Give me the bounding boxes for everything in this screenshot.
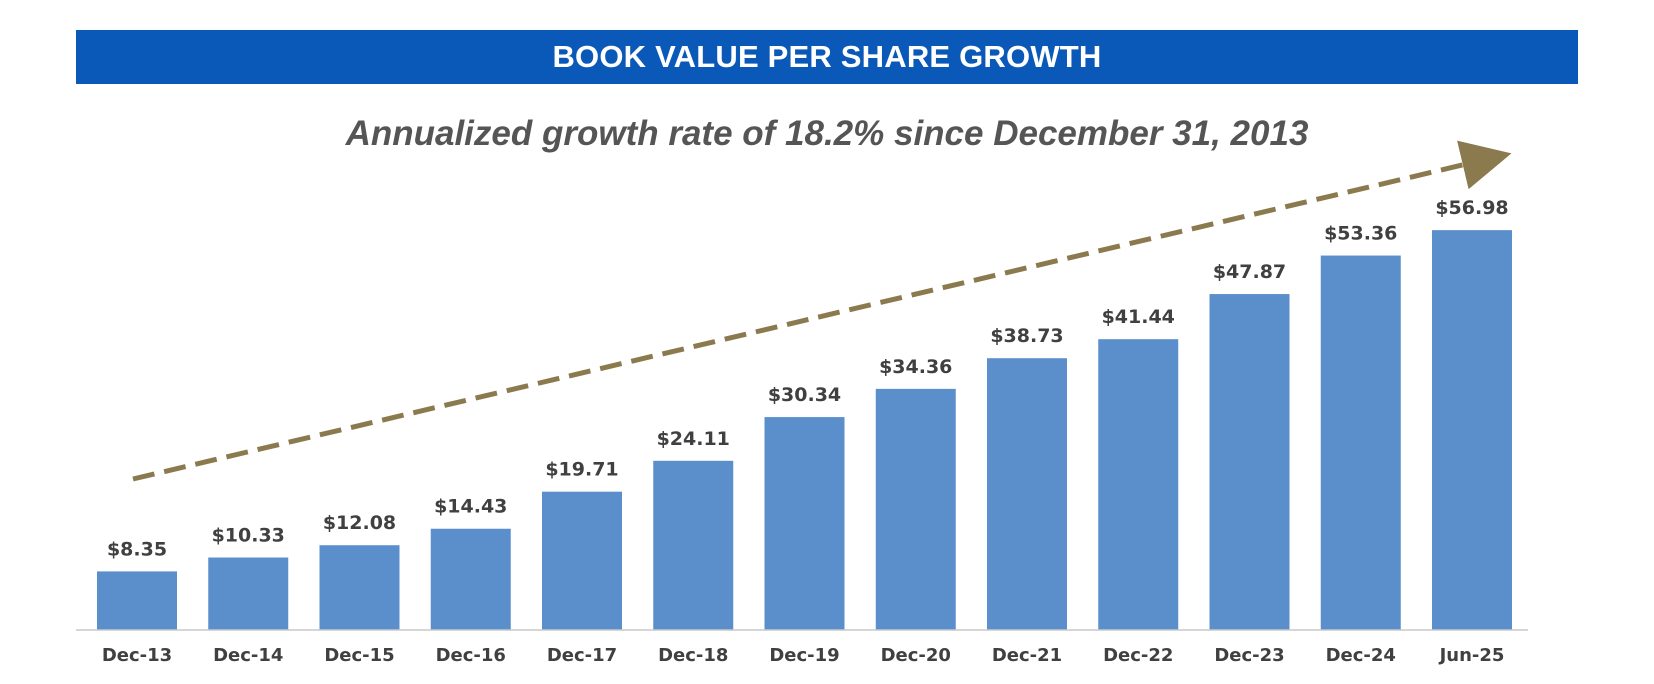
data-label-dec-24: $53.36 <box>1324 223 1397 245</box>
data-label-dec-13: $8.35 <box>107 538 167 560</box>
bar-dec-14 <box>208 557 289 630</box>
x-tick-label-dec-19: Dec-19 <box>769 645 839 666</box>
data-label-dec-16: $14.43 <box>434 496 507 518</box>
bar-dec-22 <box>1098 339 1179 630</box>
data-label-dec-22: $41.44 <box>1102 306 1175 328</box>
bar-dec-16 <box>430 528 511 630</box>
chart-subtitle: Annualized growth rate of 18.2% since De… <box>345 114 1309 153</box>
data-label-dec-18: $24.11 <box>657 428 730 450</box>
x-tick-label-dec-18: Dec-18 <box>658 645 728 666</box>
x-tick-label-dec-20: Dec-20 <box>881 645 951 666</box>
data-label-dec-14: $10.33 <box>212 525 285 547</box>
data-label-dec-17: $19.71 <box>545 459 618 481</box>
x-tick-label-dec-23: Dec-23 <box>1214 645 1284 666</box>
x-tick-label-jun-25: Jun-25 <box>1438 645 1505 666</box>
bar-dec-23 <box>1209 294 1290 630</box>
x-tick-label-dec-16: Dec-16 <box>436 645 506 666</box>
bar-dec-18 <box>653 460 734 630</box>
data-label-dec-19: $30.34 <box>768 384 841 406</box>
bar-dec-21 <box>987 358 1067 630</box>
data-label-dec-21: $38.73 <box>990 325 1063 347</box>
chart-title: BOOK VALUE PER SHARE GROWTH <box>552 39 1102 74</box>
data-label-dec-20: $34.36 <box>879 356 952 378</box>
x-tick-label-dec-13: Dec-13 <box>102 645 172 666</box>
bar-dec-20 <box>875 388 956 630</box>
bar-dec-15 <box>319 545 400 630</box>
bar-dec-19 <box>764 417 845 630</box>
bar-dec-24 <box>1320 255 1401 630</box>
x-tick-label-dec-17: Dec-17 <box>547 645 617 666</box>
x-tick-label-dec-15: Dec-15 <box>324 645 394 666</box>
x-tick-label-dec-24: Dec-24 <box>1326 645 1396 666</box>
chart-title-banner: BOOK VALUE PER SHARE GROWTH <box>76 30 1578 84</box>
trend-arrow <box>132 140 1512 482</box>
bar-dec-17 <box>542 491 622 630</box>
data-label-jun-25: $56.98 <box>1435 197 1508 219</box>
x-tick-label-dec-14: Dec-14 <box>213 645 283 666</box>
data-label-dec-15: $12.08 <box>323 512 396 534</box>
bar-dec-13 <box>97 571 177 630</box>
x-tick-label-dec-22: Dec-22 <box>1103 645 1173 666</box>
bar-jun-25 <box>1432 230 1512 630</box>
data-label-dec-23: $47.87 <box>1213 261 1286 283</box>
x-tick-label-dec-21: Dec-21 <box>992 645 1062 666</box>
